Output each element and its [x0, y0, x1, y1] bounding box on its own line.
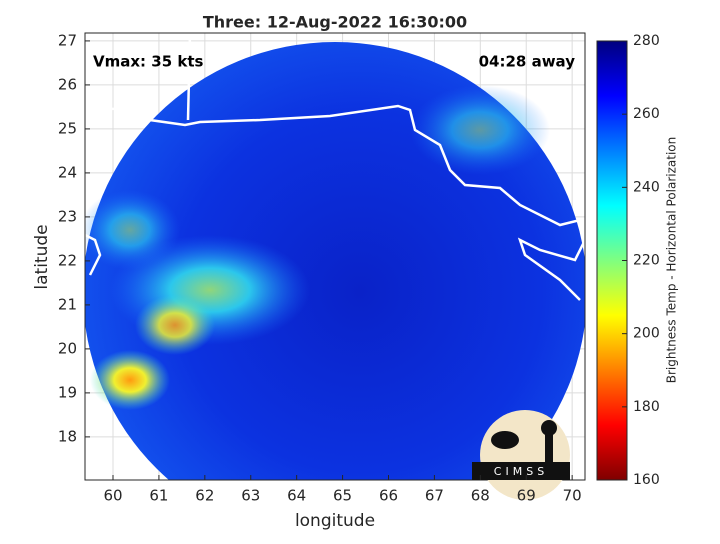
- x-tick-label: 62: [195, 487, 214, 505]
- y-tick-label: 18: [58, 427, 77, 445]
- logo-text: CIMSS: [494, 465, 548, 478]
- logo: CIMSS: [472, 410, 570, 500]
- colorbar-tick-label: 200: [633, 326, 660, 342]
- colorbar-tick-label: 280: [633, 33, 660, 49]
- annotation: Vmax: 35 kts: [93, 53, 203, 71]
- y-tick-label: 19: [58, 383, 77, 401]
- y-tick-label: 27: [58, 31, 77, 49]
- x-tick-label: 66: [379, 487, 398, 505]
- x-tick-label: 69: [517, 487, 536, 505]
- colorbar-tick-label: 160: [633, 472, 660, 488]
- y-tick-label: 23: [58, 207, 77, 225]
- y-tick-label: 25: [58, 119, 77, 137]
- x-tick-label: 63: [241, 487, 260, 505]
- y-tick-label: 26: [58, 75, 77, 93]
- satellite-image: [85, 33, 585, 480]
- x-tick-label: 68: [471, 487, 490, 505]
- y-tick-label: 24: [58, 163, 77, 181]
- x-tick-label: 65: [333, 487, 352, 505]
- x-tick-label: 70: [563, 487, 582, 505]
- colorbar-tick-label: 260: [633, 106, 660, 122]
- x-tick-label: 64: [287, 487, 306, 505]
- y-axis-label: latitude: [32, 224, 52, 289]
- x-tick-label: 67: [425, 487, 444, 505]
- colorbar-tick-label: 180: [633, 399, 660, 415]
- y-tick-label: 21: [58, 295, 77, 313]
- x-tick-label: 61: [149, 487, 168, 505]
- colorbar-label: Brightness Temp - Horizontal Polarizatio…: [665, 137, 679, 384]
- y-tick-label: 22: [58, 251, 77, 269]
- annotation: 04:28 away: [479, 53, 576, 71]
- colorbar-tick-label: 220: [633, 253, 660, 269]
- plot-frame: [84, 32, 586, 481]
- x-tick-label: 60: [103, 487, 122, 505]
- y-tick-label: 20: [58, 339, 77, 357]
- colorbar-tick-label: 240: [633, 179, 660, 195]
- title: Three: 12-Aug-2022 16:30:00: [203, 13, 467, 32]
- x-axis-label: longitude: [295, 511, 375, 531]
